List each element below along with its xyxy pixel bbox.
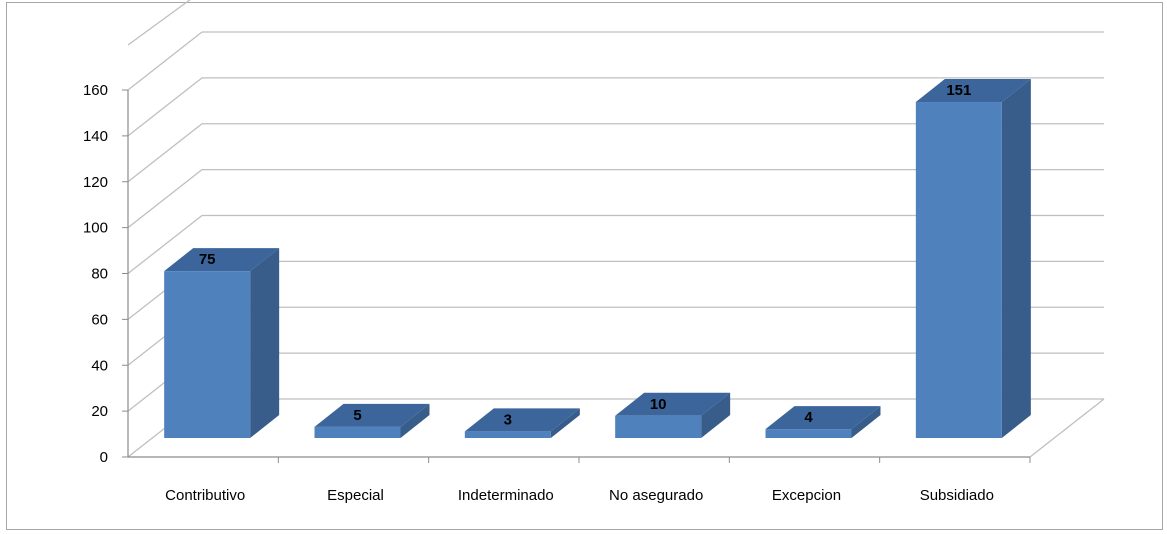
bar-side: [400, 403, 430, 438]
bar: [314, 426, 401, 438]
bar-top: [164, 248, 280, 272]
y-tick-label: 100: [83, 220, 108, 237]
gridline-diagonal: [127, 31, 203, 91]
bar-top: [765, 406, 881, 430]
bar-top: [615, 392, 731, 416]
gridline-diagonal: [127, 77, 203, 137]
y-tick-label: 80: [91, 266, 108, 283]
bar: [615, 415, 702, 438]
y-tick-label: 0: [100, 449, 108, 466]
bar-side: [550, 408, 580, 438]
floor-edge-right: [1029, 398, 1105, 458]
y-tick-label: 40: [91, 357, 108, 374]
y-tick-label: 20: [91, 403, 108, 420]
bar: [765, 429, 852, 438]
labels: 0 20 40 60 80 100 120 140 160 75 Contributivo 5 Espe…: [83, 82, 994, 504]
data-label: 3: [504, 411, 512, 428]
x-tick-label: Contributivo: [165, 487, 245, 504]
gridline-diagonal: [127, 214, 203, 275]
bar: [464, 431, 551, 438]
bar-side: [851, 406, 881, 438]
data-label: 4: [804, 409, 813, 426]
bar-top: [915, 79, 1031, 103]
y-tick-label: 120: [83, 174, 108, 191]
x-tick-label: Especial: [327, 487, 384, 504]
bar-side: [250, 248, 280, 438]
data-label: 10: [650, 396, 667, 413]
x-tick-label: Indeterminado: [458, 487, 554, 504]
bar-side: [701, 392, 731, 438]
bar-top: [314, 403, 430, 427]
bar-top: [464, 408, 580, 432]
data-label: 151: [946, 82, 971, 99]
axes: [122, 89, 1031, 463]
y-tick-label: 60: [91, 311, 108, 328]
x-tick-label: Subsidiado: [920, 487, 994, 504]
x-tick-label: No asegurado: [609, 487, 703, 504]
bar: [164, 271, 251, 438]
bar: [915, 102, 1002, 439]
bar-side: [1001, 79, 1031, 439]
gridline-diagonal: [127, 0, 191, 46]
data-label: 5: [353, 407, 361, 424]
y-tick-label: 140: [83, 128, 108, 145]
bars: [164, 79, 1031, 439]
gridline-diagonal: [127, 123, 203, 183]
gridline-diagonal: [127, 169, 203, 229]
x-tick-label: Excepcion: [772, 487, 841, 504]
data-label: 75: [199, 251, 216, 268]
y-tick-label: 160: [83, 82, 108, 99]
